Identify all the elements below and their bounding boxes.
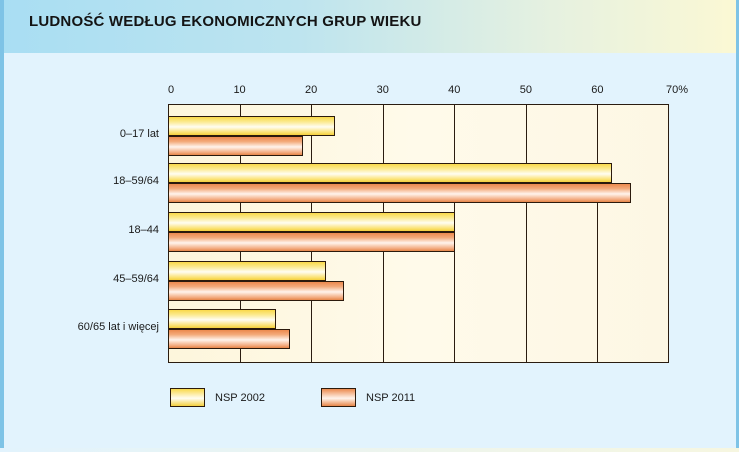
frame-bottom-border [0,448,739,452]
gridline [597,105,599,362]
header-band: LUDNOŚĆ WEDŁUG EKONOMICZNYCH GRUP WIEKU [4,0,736,53]
legend-label: NSP 2002 [215,391,265,404]
bar-nsp-2011 [168,281,345,301]
bar-nsp-2002 [168,163,613,183]
bar-nsp-2002 [168,212,455,232]
plot-area [168,104,669,363]
legend-swatch-yellow [170,388,205,407]
bar-nsp-2011 [168,329,290,349]
x-tick-label: 40 [448,84,461,96]
frame-right-border [736,0,739,452]
x-tick-label: 30 [376,84,389,96]
category-label: 45–59/64 [113,273,159,285]
bar-nsp-2011 [168,232,456,252]
x-tick-label: 50 [519,84,532,96]
legend-item-nsp-2002: NSP 2002 [170,388,265,407]
category-label: 0–17 lat [119,128,159,140]
x-tick-label: 10 [233,84,246,96]
legend-label: NSP 2011 [366,391,416,404]
frame-left-border [0,0,4,452]
category-label: 60/65 lat i więcej [77,321,159,333]
category-label: 18–44 [128,224,159,236]
bar-nsp-2002 [168,261,326,281]
x-tick-label: 60 [591,84,604,96]
bar-nsp-2011 [168,183,631,203]
bar-nsp-2002 [168,116,336,136]
legend-swatch-orange [321,388,356,407]
x-tick-label: 70% [665,84,689,96]
gridline [525,105,527,362]
bar-nsp-2011 [168,136,303,156]
bar-nsp-2002 [168,309,277,329]
chart-title: LUDNOŚĆ WEDŁUG EKONOMICZNYCH GRUP WIEKU [29,13,422,30]
x-tick-label: 0 [168,84,175,96]
legend-item-nsp-2011: NSP 2011 [321,388,415,407]
category-label: 18–59/64 [113,175,159,187]
x-tick-label: 20 [305,84,318,96]
